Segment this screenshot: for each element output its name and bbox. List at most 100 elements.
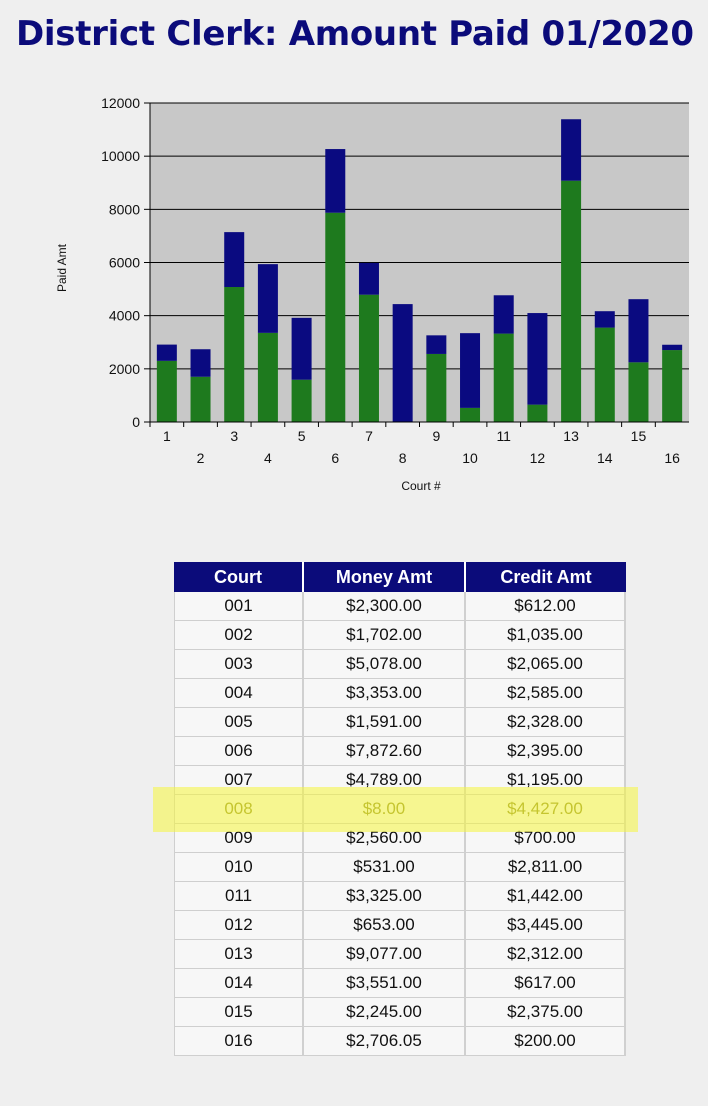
bar-money (662, 350, 683, 422)
x-tick-label: 1 (163, 428, 171, 444)
court-cell: 016 (174, 1027, 304, 1056)
credit-amt-cell: $2,585.00 (466, 679, 626, 708)
x-tick-label: 15 (631, 428, 647, 444)
page-title: District Clerk: Amount Paid 01/2020 (16, 14, 694, 54)
bar-credit (257, 264, 278, 333)
bar-money (156, 360, 177, 422)
credit-amt-cell: $1,035.00 (466, 621, 626, 650)
bar-credit (392, 304, 413, 422)
money-amt-cell: $1,591.00 (304, 708, 466, 737)
table-row: 004 $3,353.00 $2,585.00 (174, 679, 626, 708)
table-row: 009 $2,560.00 $700.00 (174, 824, 626, 853)
money-amt-cell: $653.00 (304, 911, 466, 940)
table-header-row: Court Money Amt Credit Amt (174, 562, 626, 592)
header-money-amt: Money Amt (304, 562, 466, 592)
table-row: 011 $3,325.00 $1,442.00 (174, 882, 626, 911)
court-cell: 002 (174, 621, 304, 650)
x-tick-label: 16 (664, 450, 680, 466)
court-cell: 014 (174, 969, 304, 998)
credit-amt-cell: $3,445.00 (466, 911, 626, 940)
bar-money (190, 376, 211, 422)
money-amt-cell: $3,551.00 (304, 969, 466, 998)
credit-amt-cell: $612.00 (466, 592, 626, 621)
table-row: 007 $4,789.00 $1,195.00 (174, 766, 626, 795)
money-amt-cell: $8.00 (304, 795, 466, 824)
bar-money (358, 294, 379, 422)
y-tick-label: 6000 (109, 255, 140, 271)
court-cell: 015 (174, 998, 304, 1027)
bar-credit (628, 299, 649, 363)
table-row: 005 $1,591.00 $2,328.00 (174, 708, 626, 737)
money-amt-cell: $2,706.05 (304, 1027, 466, 1056)
money-amt-cell: $1,702.00 (304, 621, 466, 650)
money-amt-cell: $2,560.00 (304, 824, 466, 853)
credit-amt-cell: $2,328.00 (466, 708, 626, 737)
money-amt-cell: $2,300.00 (304, 592, 466, 621)
x-tick-label: 6 (331, 450, 339, 466)
court-cell: 001 (174, 592, 304, 621)
bar-credit (224, 232, 245, 288)
bar-credit (594, 311, 615, 328)
court-cell: 011 (174, 882, 304, 911)
table-body: 001 $2,300.00 $612.00 002 $1,702.00 $1,035.00… (174, 592, 626, 1056)
money-amt-cell: $2,245.00 (304, 998, 466, 1027)
x-tick-label: 10 (462, 450, 478, 466)
bar-money (527, 404, 548, 422)
table-row: 008 $8.00 $4,427.00 (174, 795, 626, 824)
bar-credit (291, 317, 312, 380)
credit-amt-cell: $2,395.00 (466, 737, 626, 766)
bar-credit (493, 295, 514, 334)
court-cell: 007 (174, 766, 304, 795)
court-cell: 008 (174, 795, 304, 824)
x-tick-label: 13 (563, 428, 579, 444)
bar-money (224, 287, 245, 422)
bar-credit (190, 349, 211, 377)
x-tick-label: 11 (496, 428, 511, 444)
x-tick-label: 9 (432, 428, 440, 444)
bar-credit (156, 344, 177, 361)
court-cell: 005 (174, 708, 304, 737)
x-tick-label: 14 (597, 450, 613, 466)
bar-credit (460, 333, 481, 408)
bar-money (493, 333, 514, 422)
x-axis-title: Court # (401, 479, 441, 493)
bar-money (291, 379, 312, 422)
amounts-table: Court Money Amt Credit Amt 001 $2,300.00 $… (174, 562, 626, 1056)
credit-amt-cell: $617.00 (466, 969, 626, 998)
bar-money (426, 353, 447, 422)
x-tick-label: 8 (399, 450, 407, 466)
bar-credit (358, 262, 379, 295)
table-row: 012 $653.00 $3,445.00 (174, 911, 626, 940)
money-amt-cell: $531.00 (304, 853, 466, 882)
court-cell: 003 (174, 650, 304, 679)
credit-amt-cell: $2,811.00 (466, 853, 626, 882)
money-amt-cell: $3,325.00 (304, 882, 466, 911)
court-cell: 004 (174, 679, 304, 708)
table-row: 014 $3,551.00 $617.00 (174, 969, 626, 998)
court-cell: 013 (174, 940, 304, 969)
money-amt-cell: $4,789.00 (304, 766, 466, 795)
y-tick-label: 4000 (109, 308, 140, 324)
bar-credit (426, 335, 447, 354)
y-tick-label: 10000 (101, 148, 140, 164)
bar-credit (527, 313, 548, 405)
x-tick-label: 5 (298, 428, 306, 444)
money-amt-cell: $5,078.00 (304, 650, 466, 679)
y-tick-label: 8000 (109, 201, 140, 217)
table-row: 006 $7,872.60 $2,395.00 (174, 737, 626, 766)
court-cell: 006 (174, 737, 304, 766)
x-tick-label: 12 (530, 450, 546, 466)
bar-money (561, 180, 582, 422)
money-amt-cell: $7,872.60 (304, 737, 466, 766)
y-tick-label: 2000 (109, 361, 140, 377)
bar-credit (662, 344, 683, 351)
bar-money (325, 212, 346, 422)
x-tick-label: 4 (264, 450, 272, 466)
x-tick-label: 3 (230, 428, 238, 444)
table-row: 013 $9,077.00 $2,312.00 (174, 940, 626, 969)
table-row: 001 $2,300.00 $612.00 (174, 592, 626, 621)
court-cell: 010 (174, 853, 304, 882)
amounts-table-container: Court Money Amt Credit Amt 001 $2,300.00 $… (174, 562, 626, 1056)
